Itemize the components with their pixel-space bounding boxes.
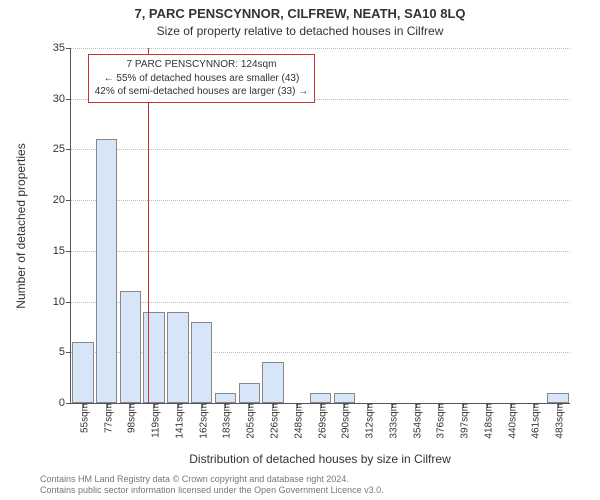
histogram-bar <box>191 322 212 403</box>
xtick-label: 55sqm <box>75 403 90 433</box>
y-axis-label: Number of detached properties <box>14 143 28 308</box>
ytick-label: 5 <box>59 346 71 358</box>
chart-title: 7, PARC PENSCYNNOR, CILFREW, NEATH, SA10… <box>0 6 600 21</box>
histogram-bar <box>215 393 236 403</box>
ytick-label: 35 <box>53 42 71 54</box>
xtick-label: 290sqm <box>337 403 352 439</box>
chart-subtitle: Size of property relative to detached ho… <box>0 24 600 38</box>
histogram-bar <box>547 393 568 403</box>
xtick-label: 162sqm <box>194 403 209 439</box>
callout-line-1: 7 PARC PENSCYNNOR: 124sqm <box>95 58 308 72</box>
gridline <box>71 302 570 303</box>
footer-line-2: Contains public sector information licen… <box>40 485 384 495</box>
histogram-bar <box>310 393 331 403</box>
gridline <box>71 48 570 49</box>
xtick-label: 333sqm <box>384 403 399 439</box>
xtick-label: 248sqm <box>289 403 304 439</box>
property-callout: 7 PARC PENSCYNNOR: 124sqm← 55% of detach… <box>88 54 315 103</box>
xtick-label: 397sqm <box>456 403 471 439</box>
histogram-bar <box>96 139 117 403</box>
xtick-label: 226sqm <box>265 403 280 439</box>
xtick-label: 98sqm <box>123 403 138 433</box>
x-axis-label: Distribution of detached houses by size … <box>70 452 570 466</box>
plot-area: 0510152025303555sqm77sqm98sqm119sqm141sq… <box>70 48 570 404</box>
xtick-label: 418sqm <box>479 403 494 439</box>
histogram-bar <box>262 362 283 403</box>
callout-line-3: 42% of semi-detached houses are larger (… <box>95 85 308 99</box>
histogram-bar <box>143 312 164 403</box>
xtick-label: 77sqm <box>99 403 114 433</box>
gridline <box>71 149 570 150</box>
xtick-label: 461sqm <box>527 403 542 439</box>
histogram-bar <box>239 383 260 403</box>
xtick-label: 483sqm <box>551 403 566 439</box>
histogram-bar <box>334 393 355 403</box>
xtick-label: 440sqm <box>503 403 518 439</box>
ytick-label: 10 <box>53 296 71 308</box>
histogram-bar <box>72 342 93 403</box>
ytick-label: 25 <box>53 143 71 155</box>
ytick-label: 20 <box>53 194 71 206</box>
callout-line-2: ← 55% of detached houses are smaller (43… <box>95 72 308 86</box>
xtick-label: 119sqm <box>147 403 162 438</box>
histogram-bar <box>120 291 141 403</box>
ytick-label: 30 <box>53 93 71 105</box>
ytick-label: 15 <box>53 245 71 257</box>
xtick-label: 141sqm <box>170 403 185 439</box>
xtick-label: 312sqm <box>361 403 376 439</box>
gridline <box>71 251 570 252</box>
xtick-label: 205sqm <box>242 403 257 439</box>
xtick-label: 376sqm <box>432 403 447 439</box>
xtick-label: 354sqm <box>408 403 423 439</box>
footer-attribution: Contains HM Land Registry data © Crown c… <box>40 474 590 496</box>
footer-line-1: Contains HM Land Registry data © Crown c… <box>40 474 349 484</box>
xtick-label: 269sqm <box>313 403 328 439</box>
xtick-label: 183sqm <box>218 403 233 439</box>
histogram-bar <box>167 312 188 403</box>
ytick-label: 0 <box>59 397 71 409</box>
gridline <box>71 200 570 201</box>
